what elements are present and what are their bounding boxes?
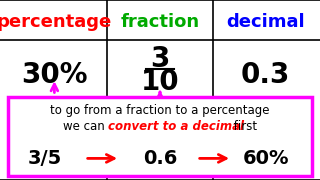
- Text: 3/5: 3/5: [28, 149, 62, 168]
- Text: percentage: percentage: [0, 13, 112, 31]
- Text: 30%: 30%: [21, 61, 88, 89]
- Text: decimal: decimal: [226, 13, 305, 31]
- FancyBboxPatch shape: [8, 97, 312, 176]
- Text: we can: we can: [63, 120, 108, 133]
- Text: 0.3: 0.3: [241, 61, 290, 89]
- Text: to go from a fraction to a percentage: to go from a fraction to a percentage: [50, 104, 270, 117]
- Text: 60%: 60%: [242, 149, 289, 168]
- Text: first: first: [230, 120, 257, 133]
- Text: 0.6: 0.6: [143, 149, 177, 168]
- Text: fraction: fraction: [120, 13, 200, 31]
- Text: convert to a decimal: convert to a decimal: [108, 120, 244, 133]
- Text: 10: 10: [141, 68, 179, 96]
- Text: 3: 3: [150, 45, 170, 73]
